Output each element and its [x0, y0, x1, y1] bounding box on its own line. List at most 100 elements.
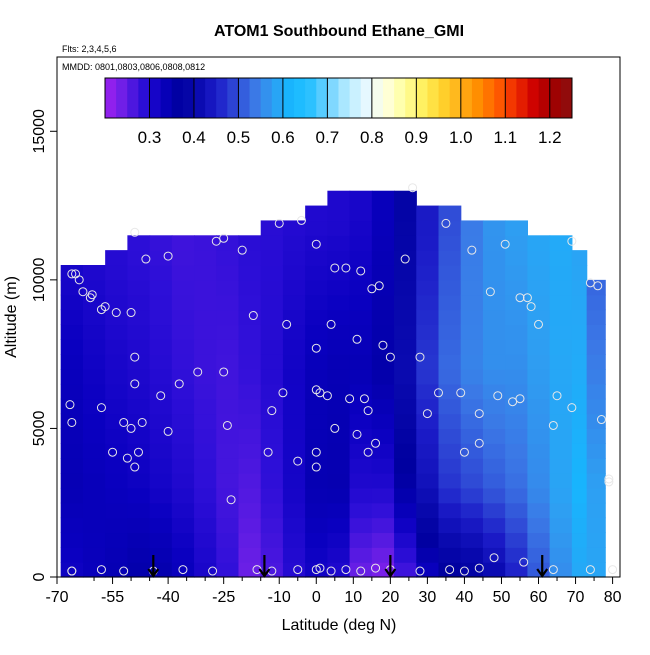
- heatmap-cell: [238, 398, 262, 415]
- heatmap-cell: [371, 443, 395, 459]
- heatmap-cell: [127, 339, 151, 355]
- sample-point: [374, 281, 384, 291]
- heatmap-cell: [238, 458, 262, 474]
- heatmap-cell: [586, 398, 606, 415]
- heatmap-cell: [505, 562, 528, 578]
- sample-point: [363, 447, 373, 457]
- heatmap-cell: [82, 473, 106, 489]
- heatmap-cell: [549, 458, 573, 474]
- heatmap-cell: [60, 428, 84, 444]
- heatmap-cell: [216, 562, 240, 578]
- heatmap-cell: [349, 190, 373, 207]
- heatmap-cell: [194, 279, 217, 296]
- heatmap-cell: [482, 235, 506, 251]
- heatmap-cell: [438, 235, 462, 251]
- heatmap-cell: [460, 339, 484, 355]
- heatmap-cell: [171, 502, 195, 519]
- colorbar-swatch: [416, 78, 428, 118]
- heatmap-cell: [327, 324, 351, 340]
- heatmap-cell: [305, 413, 328, 430]
- x-tick-label: -40: [157, 589, 180, 606]
- heatmap-cell: [549, 532, 573, 548]
- heatmap-cell: [127, 235, 151, 251]
- x-tick-label: 80: [604, 589, 622, 606]
- heatmap-cell: [194, 428, 217, 444]
- heatmap-cell: [238, 532, 262, 548]
- heatmap-cell: [60, 324, 84, 340]
- heatmap-cell: [394, 324, 417, 340]
- sample-point: [474, 563, 484, 573]
- heatmap-cell: [305, 458, 328, 474]
- heatmap-cell: [371, 473, 395, 489]
- heatmap-cell: [416, 473, 440, 489]
- heatmap-cell: [549, 502, 573, 519]
- heatmap-cell: [571, 339, 588, 355]
- heatmap-cell: [394, 428, 417, 444]
- heatmap-cell: [327, 383, 351, 400]
- sample-point: [141, 254, 151, 264]
- heatmap-cell: [60, 339, 84, 355]
- flight-arrows: [147, 555, 549, 578]
- heatmap-cell: [305, 547, 328, 563]
- heatmap-cell: [438, 517, 462, 534]
- sample-point: [78, 287, 88, 297]
- heatmap-cell: [260, 428, 284, 444]
- heatmap-cell: [282, 250, 306, 266]
- heatmap-cell: [238, 235, 262, 251]
- sample-point: [315, 563, 325, 573]
- heatmap-cell: [260, 294, 284, 311]
- heatmap-cell: [416, 562, 440, 578]
- heatmap-cell: [586, 547, 606, 563]
- x-tick-label: -10: [268, 589, 291, 606]
- heatmap-cell: [305, 220, 328, 236]
- heatmap-cell: [549, 487, 573, 504]
- heatmap-cell: [527, 487, 551, 504]
- heatmap-cell: [571, 250, 588, 266]
- heatmap-cell: [149, 517, 173, 534]
- sample-point: [493, 391, 503, 401]
- heatmap-cell: [149, 502, 173, 519]
- heatmap-cell: [82, 443, 106, 459]
- heatmap-cell: [105, 309, 128, 326]
- heatmap-cell: [549, 517, 573, 534]
- heatmap-cell: [305, 473, 328, 489]
- heatmap-cell: [127, 532, 151, 548]
- y-tick-label: 10000: [31, 258, 48, 303]
- colorbar-swatch: [282, 78, 295, 118]
- heatmap-cell: [527, 250, 551, 266]
- heatmap-cell: [60, 487, 84, 504]
- heatmap-cell: [416, 428, 440, 444]
- heatmap-cell: [327, 547, 351, 563]
- heatmap-cell: [82, 502, 106, 519]
- heatmap-cell: [571, 383, 588, 400]
- heatmap-cell: [438, 502, 462, 519]
- sample-point: [408, 183, 418, 193]
- heatmap-cell: [194, 532, 217, 548]
- heatmap-cell: [482, 398, 506, 415]
- heatmap-cell: [194, 309, 217, 326]
- heatmap-cell: [371, 250, 395, 266]
- heatmap-cell: [82, 413, 106, 430]
- heatmap-cell: [194, 250, 217, 266]
- heatmap-cell: [586, 443, 606, 459]
- heatmap-cell: [438, 413, 462, 430]
- heatmap-cell: [171, 309, 195, 326]
- heatmap-cell: [260, 324, 284, 340]
- heatmap-cell: [260, 413, 284, 430]
- heatmap-cell: [216, 517, 240, 534]
- sample-point: [130, 352, 140, 362]
- colorbar-swatch: [449, 78, 462, 118]
- heatmap-cell: [371, 265, 395, 281]
- heatmap-cell: [460, 473, 484, 489]
- heatmap-cell: [171, 428, 195, 444]
- heatmap-cell: [482, 279, 506, 296]
- sample-point: [237, 245, 247, 255]
- heatmap-cell: [82, 279, 106, 296]
- heatmap-cell: [549, 369, 573, 385]
- heatmap-cell: [416, 487, 440, 504]
- heatmap-cell: [60, 354, 84, 370]
- heatmap-cell: [327, 265, 351, 281]
- heatmap-cell: [482, 265, 506, 281]
- heatmap-cell: [586, 562, 606, 578]
- heatmap-cell: [505, 265, 528, 281]
